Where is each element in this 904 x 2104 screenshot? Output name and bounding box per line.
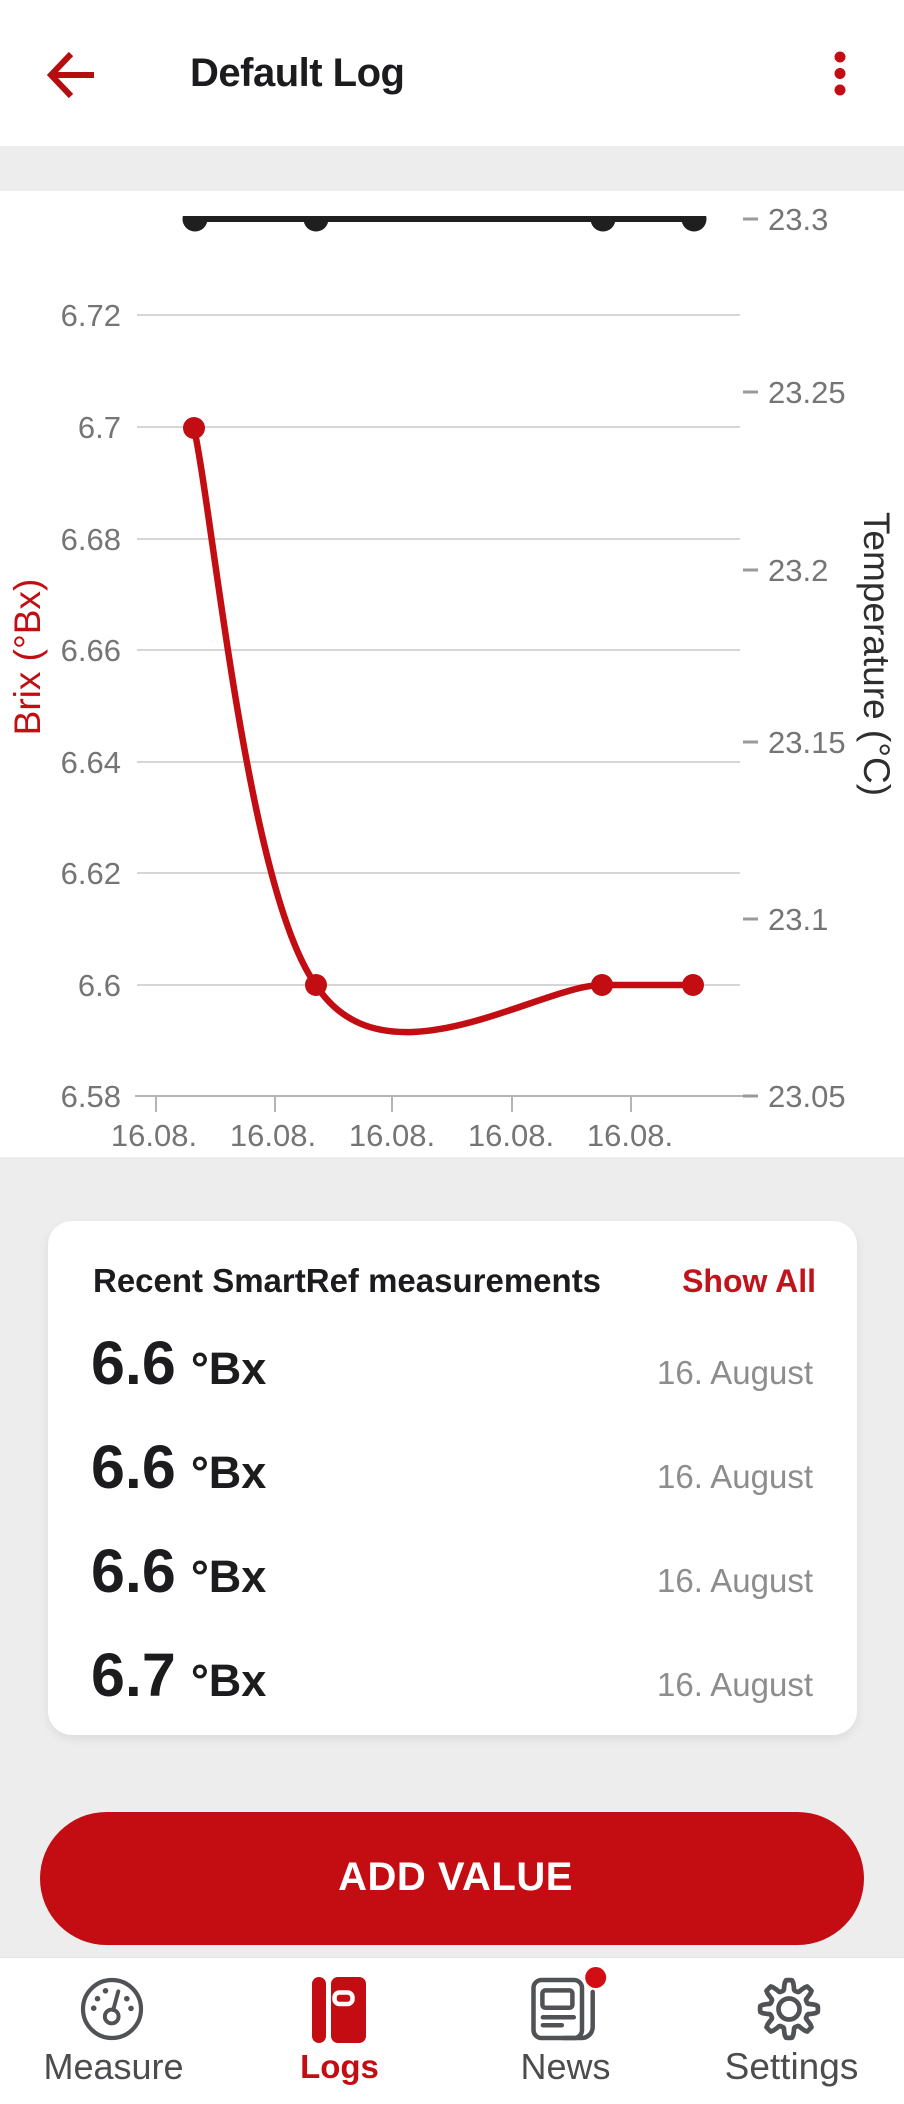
svg-text:16.08.: 16.08. — [468, 1118, 554, 1153]
svg-text:16.08.: 16.08. — [349, 1118, 435, 1153]
svg-text:16.08.: 16.08. — [111, 1118, 197, 1153]
svg-text:23.3: 23.3 — [768, 202, 828, 237]
svg-text:23.05: 23.05 — [768, 1079, 846, 1114]
svg-text:Brix (°Bx): Brix (°Bx) — [7, 579, 48, 736]
svg-text:23.15: 23.15 — [768, 725, 846, 760]
svg-text:Temperature (°C): Temperature (°C) — [856, 512, 897, 796]
svg-text:6.64: 6.64 — [61, 745, 121, 780]
svg-text:23.25: 23.25 — [768, 375, 846, 410]
svg-text:6.68: 6.68 — [61, 522, 121, 557]
svg-text:6.62: 6.62 — [61, 856, 121, 891]
svg-text:6.6: 6.6 — [78, 968, 121, 1003]
svg-text:6.66: 6.66 — [61, 633, 121, 668]
svg-text:6.72: 6.72 — [61, 298, 121, 333]
svg-text:16.08.: 16.08. — [587, 1118, 673, 1153]
svg-text:23.2: 23.2 — [768, 553, 828, 588]
svg-text:16.08.: 16.08. — [230, 1118, 316, 1153]
svg-text:6.58: 6.58 — [61, 1079, 121, 1114]
svg-text:23.1: 23.1 — [768, 902, 828, 937]
svg-text:6.7: 6.7 — [78, 410, 121, 445]
